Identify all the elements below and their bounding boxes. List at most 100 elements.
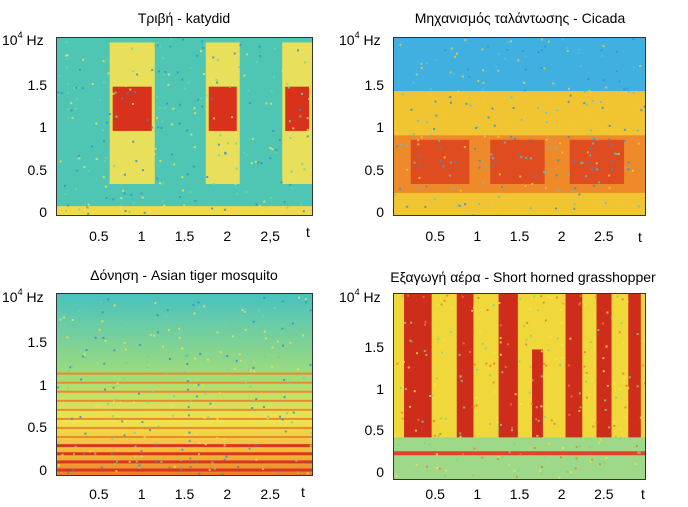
noise-speck	[625, 87, 628, 90]
noise-speck	[623, 381, 626, 384]
noise-speck	[579, 406, 582, 409]
noise-speck	[296, 471, 299, 474]
noise-speck	[119, 205, 122, 208]
noise-speck	[186, 354, 189, 357]
x-tick-label: 1	[137, 228, 146, 244]
noise-speck	[245, 154, 248, 157]
noise-speck	[559, 364, 562, 367]
noise-speck	[132, 202, 135, 205]
x-axis-label: t	[301, 484, 305, 500]
noise-speck	[203, 44, 206, 47]
noise-speck	[624, 416, 627, 419]
noise-speck	[596, 168, 599, 171]
noise-speck	[608, 426, 611, 429]
noise-speck	[251, 407, 254, 410]
noise-speck	[605, 345, 608, 348]
noise-speck	[162, 345, 165, 348]
noise-speck	[396, 362, 399, 365]
noise-speck	[282, 344, 285, 347]
noise-speck	[549, 297, 552, 300]
x-tick-label: 2,5	[260, 228, 280, 244]
noise-speck	[573, 122, 576, 125]
noise-speck	[495, 65, 498, 68]
noise-speck	[213, 117, 216, 120]
noise-speck	[275, 149, 278, 152]
noise-speck	[87, 212, 90, 215]
noise-speck	[536, 434, 539, 437]
noise-speck	[517, 469, 520, 472]
noise-speck	[579, 64, 582, 67]
noise-speck	[443, 299, 446, 302]
noise-speck	[454, 55, 457, 58]
noise-speck	[581, 161, 584, 164]
noise-speck	[602, 370, 605, 373]
noise-speck	[506, 40, 509, 43]
noise-speck	[197, 453, 200, 456]
noise-speck	[59, 160, 62, 163]
noise-speck	[186, 129, 189, 132]
noise-speck	[219, 351, 222, 354]
noise-speck	[266, 417, 269, 420]
noise-speck	[267, 415, 270, 418]
noise-speck	[219, 159, 222, 162]
noise-speck	[462, 453, 465, 456]
noise-speck	[183, 87, 186, 90]
noise-speck	[620, 322, 623, 325]
noise-speck	[602, 357, 605, 360]
harmonic-line	[57, 408, 312, 411]
noise-speck	[273, 47, 276, 50]
noise-speck	[105, 157, 108, 160]
noise-speck	[133, 91, 136, 94]
noise-speck	[417, 418, 420, 421]
noise-speck	[476, 368, 479, 371]
noise-speck	[397, 443, 400, 446]
noise-speck	[198, 100, 201, 103]
noise-speck	[401, 417, 404, 420]
noise-speck	[113, 463, 116, 466]
noise-speck	[621, 298, 624, 301]
noise-speck	[429, 394, 432, 397]
noise-speck	[488, 374, 491, 377]
noise-speck	[149, 333, 152, 336]
noise-speck	[160, 460, 163, 463]
noise-speck	[187, 81, 190, 84]
noise-speck	[201, 105, 204, 108]
noise-speck	[623, 128, 626, 131]
noise-speck	[198, 441, 201, 444]
noise-speck	[595, 421, 598, 424]
noise-speck	[459, 435, 462, 438]
noise-speck	[142, 169, 145, 172]
noise-speck	[601, 130, 604, 133]
noise-speck	[173, 465, 176, 468]
noise-speck	[430, 134, 433, 137]
noise-speck	[631, 169, 634, 172]
noise-speck	[618, 388, 621, 391]
noise-speck	[98, 328, 101, 331]
noise-speck	[122, 189, 125, 192]
noise-speck	[472, 474, 475, 477]
noise-speck	[87, 170, 90, 173]
noise-speck	[112, 386, 115, 389]
noise-speck	[543, 455, 546, 458]
chart-title: Εξαγωγή αέρα - Short horned grasshopper	[390, 269, 656, 285]
noise-speck	[501, 185, 504, 188]
noise-speck	[540, 67, 543, 70]
noise-speck	[239, 43, 242, 46]
noise-speck	[153, 334, 156, 337]
noise-speck	[425, 354, 428, 357]
noise-speck	[545, 121, 548, 124]
x-tick-label: 0.5	[425, 486, 445, 502]
noise-speck	[70, 102, 73, 105]
noise-speck	[463, 406, 466, 409]
noise-speck	[67, 471, 70, 474]
noise-speck	[65, 58, 68, 61]
chart-title: Δόνηση - Asian tiger mosquito	[90, 267, 278, 283]
noise-speck	[491, 165, 494, 168]
noise-speck	[258, 205, 261, 208]
noise-speck	[504, 365, 507, 368]
noise-speck	[597, 441, 600, 444]
noise-speck	[154, 302, 157, 305]
noise-speck	[627, 168, 630, 171]
noise-speck	[410, 321, 413, 324]
noise-speck	[442, 118, 445, 121]
